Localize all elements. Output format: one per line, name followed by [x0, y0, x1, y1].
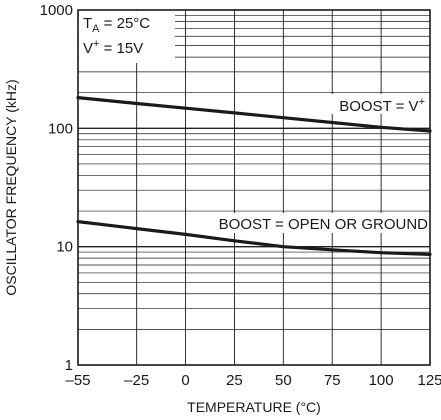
condition-voltage: V+ = 15V — [83, 38, 143, 57]
x-tick-label: 0 — [181, 372, 189, 389]
plot-frame — [77, 9, 431, 366]
x-tick-label: 75 — [324, 372, 341, 389]
grid — [77, 9, 431, 366]
x-tick-label: 125 — [417, 372, 441, 389]
x-tick-label: –25 — [124, 372, 149, 389]
y-tick-label: 100 — [48, 120, 73, 137]
series-line-2 — [76, 220, 432, 256]
y-tick-labels: 1 10 100 1000 — [40, 2, 73, 374]
y-axis-label: OSCILLATOR FREQUENCY (kHz) — [3, 79, 19, 295]
x-tick-label: 100 — [369, 372, 394, 389]
series-lines — [76, 95, 432, 256]
y-tick-label: 1 — [65, 357, 73, 374]
condition-temperature: TA = 25°C — [83, 15, 150, 35]
x-tick-label: –55 — [65, 372, 90, 389]
x-tick-label: 25 — [226, 372, 243, 389]
x-tick-labels: –55 –25 0 25 50 75 100 125 — [65, 372, 441, 389]
series-label-boost-open: BOOST = OPEN OR GROUND — [219, 216, 429, 233]
x-axis-label: TEMPERATURE (°C) — [187, 399, 321, 415]
y-tick-label: 1000 — [40, 2, 73, 19]
y-tick-label: 10 — [56, 239, 73, 256]
x-tick-label: 50 — [275, 372, 292, 389]
series-label-boost-vplus: BOOST = V+ — [339, 96, 425, 115]
conditions-box: TA = 25°C V+ = 15V — [79, 11, 175, 63]
series-line-1 — [76, 95, 432, 133]
series-labels: BOOST = V+ BOOST = OPEN OR GROUND — [206, 94, 428, 233]
